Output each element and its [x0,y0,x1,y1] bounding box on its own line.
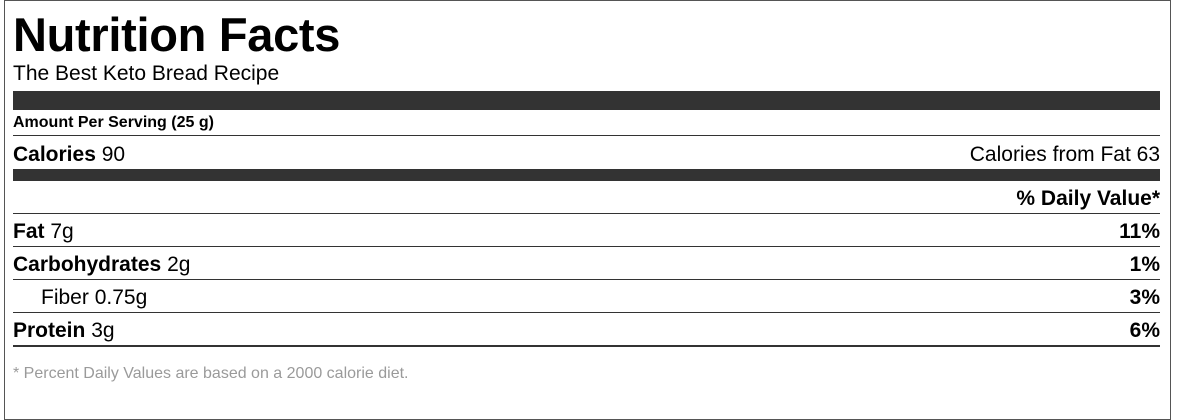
calories-left: Calories 90 [13,142,125,168]
nutrient-daily-value: 1% [1129,253,1160,276]
nutrient-row-fiber: Fiber 0.75g 3% [13,280,1160,313]
nutrient-amount: 7g [50,220,74,243]
calories-from-fat: Calories from Fat 63 [970,142,1160,168]
calories-from-fat-label: Calories from Fat [969,142,1131,166]
calories-value: 90 [101,142,126,166]
nutrient-name-amount: Protein 3g [13,318,115,344]
nutrient-name: Protein [13,319,86,342]
nutrient-name: Carbohydrates [13,253,162,276]
serving-size: Amount Per Serving (25 g) [13,110,1160,136]
daily-value-header-text: % Daily Value* [1016,187,1160,210]
nutrient-name-amount: Carbohydrates 2g [13,252,190,278]
nutrient-daily-value: 3% [1129,286,1160,309]
nutrient-name-amount: Fat 7g [13,219,74,245]
daily-value-header: % Daily Value* [13,181,1160,214]
thick-divider [13,91,1160,110]
calories-row: Calories 90 Calories from Fat 63 [13,136,1160,169]
nutrient-amount: 2g [167,253,191,276]
medium-divider [13,169,1160,181]
nutrient-name: Fiber [41,286,89,309]
nutrient-name: Fat [13,220,45,243]
label-title: Nutrition Facts [13,8,341,61]
recipe-name: The Best Keto Bread Recipe [13,62,280,85]
nutrient-name-amount: Fiber 0.75g [13,285,147,311]
footnote: * Percent Daily Values are based on a 20… [13,365,409,382]
nutrient-amount: 0.75g [94,286,148,309]
nutrient-daily-value: 11% [1119,220,1160,243]
nutrition-label: Nutrition Facts The Best Keto Bread Reci… [4,0,1171,420]
nutrient-amount: 3g [91,319,115,342]
calories-label: Calories [13,142,96,166]
nutrient-daily-value: 6% [1129,319,1160,342]
calories-from-fat-value: 63 [1136,142,1160,166]
nutrient-row-protein: Protein 3g 6% [13,313,1160,347]
nutrient-row-fat: Fat 7g 11% [13,214,1160,247]
nutrient-row-carbohydrates: Carbohydrates 2g 1% [13,247,1160,280]
